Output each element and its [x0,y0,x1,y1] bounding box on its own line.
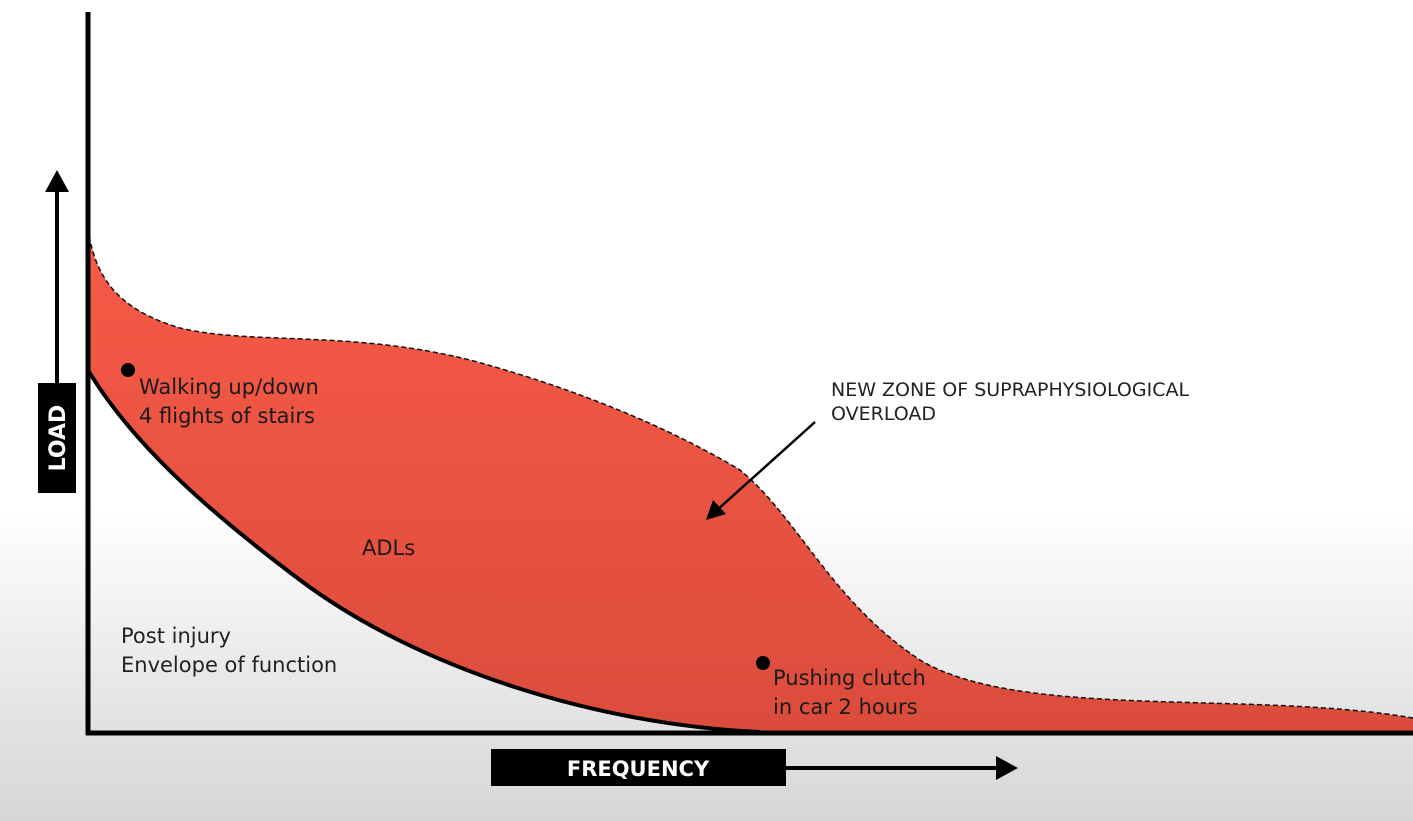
post-injury-label-line1: Post injury [121,624,231,648]
adls-zone-label: ADLs [362,536,415,560]
overload-label-line1: NEW ZONE OF SUPRAPHYSIOLOGICAL [831,379,1189,401]
post-injury-label-line2: Envelope of function [121,653,337,677]
stairs-label-line2: 4 flights of stairs [139,404,315,428]
right-arrow-icon [996,756,1018,780]
overload-label-line2: OVERLOAD [831,403,936,425]
clutch-label-line1: Pushing clutch [773,666,926,690]
upper-boundary-curve [87,227,1413,719]
clutch-point-marker [756,656,770,670]
x-axis-label-box [491,749,786,786]
stairs-point-marker [121,363,135,377]
y-axis-label: LOAD [46,405,71,472]
pointer-arrowhead-icon [706,500,726,520]
up-arrow-icon [45,170,69,192]
y-axis-label-box [38,383,76,493]
x-axis-label: FREQUENCY [567,757,710,781]
clutch-label-line2: in car 2 hours [773,695,918,719]
overload-pointer-shaft [715,421,816,512]
post-injury-envelope-curve [86,368,761,734]
stairs-label-line1: Walking up/down [139,375,319,399]
